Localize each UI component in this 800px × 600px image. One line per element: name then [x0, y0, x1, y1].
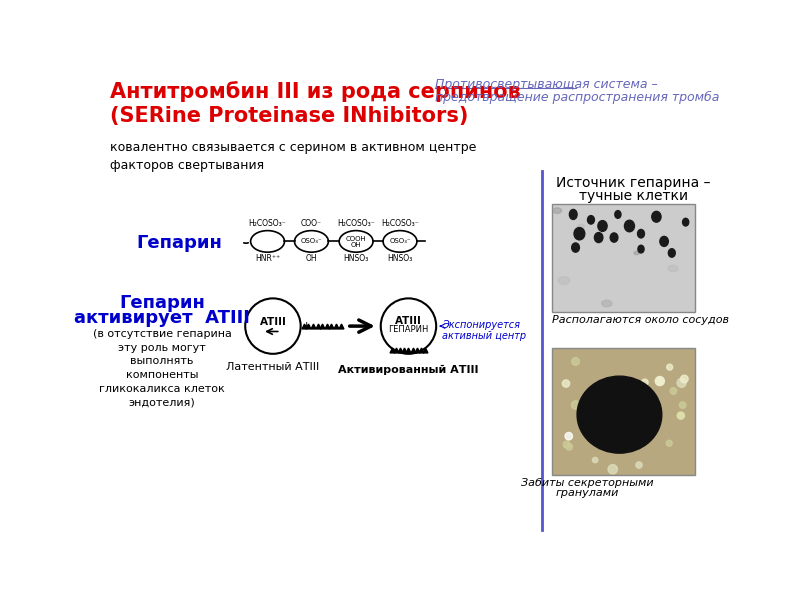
Ellipse shape — [642, 379, 648, 386]
Ellipse shape — [615, 385, 621, 391]
Ellipse shape — [566, 443, 573, 450]
Text: HNR⁺⁺: HNR⁺⁺ — [255, 254, 280, 263]
Text: тучные клетки: тучные клетки — [578, 189, 688, 203]
Ellipse shape — [668, 249, 675, 257]
Ellipse shape — [593, 457, 598, 463]
Ellipse shape — [571, 401, 580, 409]
Text: H₂COSO₃⁻: H₂COSO₃⁻ — [338, 220, 375, 229]
Ellipse shape — [572, 358, 579, 365]
Ellipse shape — [670, 388, 677, 394]
Ellipse shape — [598, 221, 607, 232]
Ellipse shape — [587, 215, 594, 224]
Text: H₂COSO₃⁻: H₂COSO₃⁻ — [249, 220, 286, 229]
Ellipse shape — [602, 300, 612, 307]
Ellipse shape — [634, 251, 639, 254]
Ellipse shape — [638, 229, 645, 238]
Ellipse shape — [570, 209, 577, 220]
Text: Гепарин: Гепарин — [119, 294, 205, 312]
Ellipse shape — [572, 243, 579, 252]
Ellipse shape — [678, 412, 684, 419]
Ellipse shape — [558, 277, 570, 284]
Text: (SERine Proteinase INhibitors): (SERine Proteinase INhibitors) — [110, 106, 468, 126]
Text: ГЕПАРИН: ГЕПАРИН — [388, 325, 429, 334]
Ellipse shape — [553, 208, 562, 214]
Text: Источник гепарина –: Источник гепарина – — [556, 176, 710, 190]
Ellipse shape — [666, 440, 672, 446]
Ellipse shape — [574, 227, 585, 240]
Text: Антитромбин III из рода серпинов: Антитромбин III из рода серпинов — [110, 81, 521, 102]
Text: HNSO₃: HNSO₃ — [387, 254, 413, 263]
Text: АТIII: АТIII — [395, 316, 422, 326]
Ellipse shape — [652, 211, 661, 222]
Ellipse shape — [668, 265, 678, 272]
Text: активирует  ATIII: активирует ATIII — [74, 309, 250, 327]
Text: АТIII: АТIII — [259, 317, 286, 327]
Text: Гепарин: Гепарин — [136, 234, 222, 252]
Ellipse shape — [666, 364, 673, 370]
Text: OH: OH — [350, 242, 362, 248]
Ellipse shape — [563, 441, 570, 448]
Ellipse shape — [625, 220, 634, 232]
Ellipse shape — [595, 419, 601, 425]
Ellipse shape — [682, 218, 689, 226]
Text: Активированный АТIII: Активированный АТIII — [338, 365, 478, 374]
Ellipse shape — [608, 464, 618, 474]
Ellipse shape — [653, 398, 659, 406]
Text: HNSO₃: HNSO₃ — [343, 254, 369, 263]
Ellipse shape — [655, 377, 664, 386]
Text: OH: OH — [306, 254, 318, 263]
Ellipse shape — [577, 376, 662, 453]
Ellipse shape — [644, 405, 649, 410]
Text: Располагаются около сосудов: Располагаются около сосудов — [553, 316, 730, 325]
Ellipse shape — [562, 380, 570, 387]
Text: активный центр: активный центр — [442, 331, 526, 341]
Text: гранулами: гранулами — [555, 488, 618, 498]
Text: COO⁻: COO⁻ — [301, 220, 322, 229]
Text: предотвращение распространения тромба: предотвращение распространения тромба — [434, 91, 719, 104]
Ellipse shape — [638, 245, 644, 253]
Ellipse shape — [615, 211, 621, 218]
Ellipse shape — [610, 233, 618, 242]
Ellipse shape — [660, 236, 668, 247]
Text: +: + — [302, 321, 311, 331]
FancyBboxPatch shape — [553, 205, 695, 312]
Text: COOH: COOH — [346, 236, 366, 242]
Ellipse shape — [681, 375, 688, 383]
Ellipse shape — [565, 433, 573, 440]
Text: (в отсутствие гепарина
эту роль могут
выполнять
компоненты
гликокаликса клеток
э: (в отсутствие гепарина эту роль могут вы… — [93, 329, 231, 407]
Text: H₂COSO₃⁻: H₂COSO₃⁻ — [381, 220, 419, 229]
Ellipse shape — [677, 379, 686, 388]
Ellipse shape — [594, 233, 603, 242]
Ellipse shape — [679, 402, 686, 409]
Ellipse shape — [636, 462, 642, 468]
Text: OSO₃⁻: OSO₃⁻ — [389, 238, 411, 244]
Text: OSO₃⁻: OSO₃⁻ — [301, 238, 322, 244]
Text: ковалентно связывается с серином в активном центре
факторов свертывания: ковалентно связывается с серином в актив… — [110, 141, 476, 172]
Text: Забиты секреторными: Забиты секреторными — [521, 478, 654, 488]
Ellipse shape — [650, 404, 661, 415]
Text: Экспонируется: Экспонируется — [442, 320, 520, 330]
Text: Латентный АТIII: Латентный АТIII — [226, 362, 319, 371]
Ellipse shape — [642, 392, 649, 399]
Ellipse shape — [578, 224, 584, 229]
FancyBboxPatch shape — [553, 347, 695, 475]
Text: Противосвертывающая система –: Противосвертывающая система – — [434, 78, 658, 91]
